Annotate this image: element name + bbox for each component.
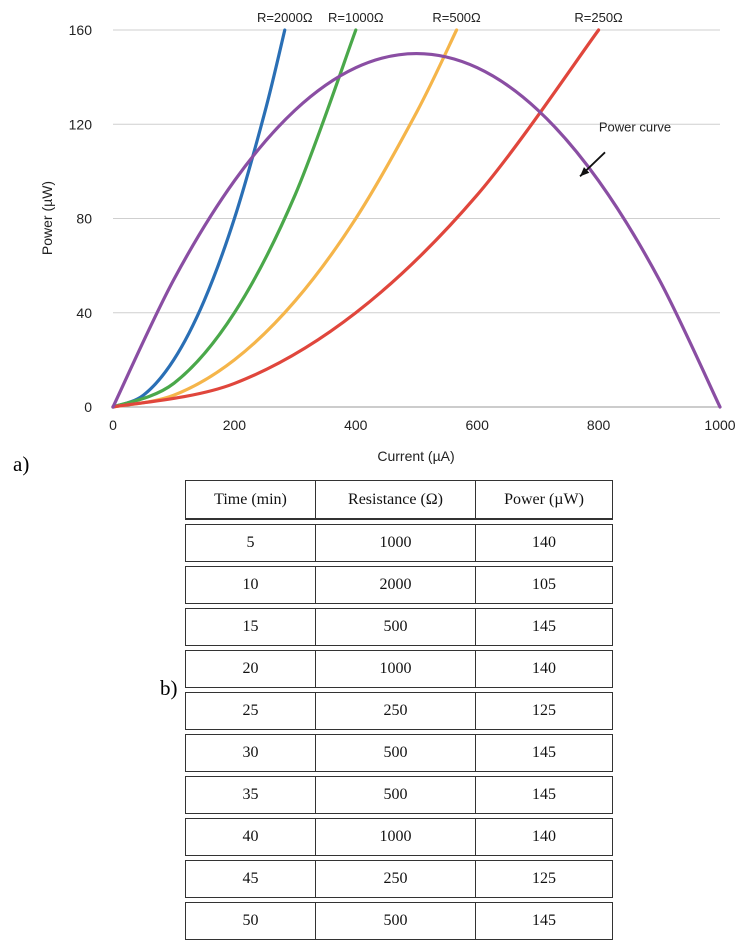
x-tick-labels: 0 200 400 600 800 1000 bbox=[109, 417, 736, 433]
table-row: 35 500 145 bbox=[185, 776, 613, 814]
table-cell: 140 bbox=[475, 818, 613, 856]
table-row: 25 250 125 bbox=[185, 692, 613, 730]
results-table-wrap: Time (min) Resistance (Ω) Power (µW) 5 10… bbox=[185, 480, 613, 940]
column-header: Time (min) bbox=[185, 480, 316, 520]
y-axis-title: Power (µW) bbox=[39, 181, 55, 255]
column-header: Resistance (Ω) bbox=[315, 480, 476, 520]
table-cell: 145 bbox=[475, 608, 613, 646]
x-tick-label: 600 bbox=[466, 417, 490, 433]
table-row: 30 500 145 bbox=[185, 734, 613, 772]
series-line-r-1000 bbox=[111, 28, 358, 409]
table-header-row: Time (min) Resistance (Ω) Power (µW) bbox=[185, 480, 613, 520]
annotation-arrowhead bbox=[580, 167, 590, 177]
series-labels: R=2000Ω R=1000Ω R=500Ω R=250Ω bbox=[257, 10, 623, 25]
y-tick-labels: 0 40 80 120 160 bbox=[69, 22, 93, 415]
panel-label-a: a) bbox=[13, 452, 30, 476]
table-cell: 145 bbox=[475, 902, 613, 940]
table-row: 10 2000 105 bbox=[185, 566, 613, 604]
series-line-r-2000 bbox=[111, 28, 287, 409]
power-current-chart: 0 40 80 120 160 0 200 400 600 800 1000 R=2000Ω R=1… bbox=[39, 10, 736, 464]
table-cell: 500 bbox=[315, 734, 476, 772]
table-cell: 35 bbox=[185, 776, 316, 814]
series-label: R=250Ω bbox=[574, 10, 623, 25]
x-tick-label: 1000 bbox=[704, 417, 735, 433]
table-cell: 2000 bbox=[315, 566, 476, 604]
table-cell: 125 bbox=[475, 692, 613, 730]
table-cell: 250 bbox=[315, 692, 476, 730]
y-tick-label: 80 bbox=[76, 211, 92, 227]
table-cell: 500 bbox=[315, 608, 476, 646]
series-line-r-500 bbox=[111, 28, 459, 409]
table-cell: 20 bbox=[185, 650, 316, 688]
table-cell: 5 bbox=[185, 524, 316, 562]
table-cell: 500 bbox=[315, 902, 476, 940]
x-tick-label: 200 bbox=[223, 417, 247, 433]
table-body: 5 1000 140 10 2000 105 15 500 145 20 1000 140 25 250 1… bbox=[185, 518, 613, 940]
table-cell: 105 bbox=[475, 566, 613, 604]
table-row: 40 1000 140 bbox=[185, 818, 613, 856]
gridlines bbox=[113, 29, 720, 408]
table-cell: 140 bbox=[475, 524, 613, 562]
series-label: R=1000Ω bbox=[328, 10, 384, 25]
series-curves bbox=[111, 28, 722, 409]
table-cell: 50 bbox=[185, 902, 316, 940]
table-row: 5 1000 140 bbox=[185, 524, 613, 562]
table-row: 20 1000 140 bbox=[185, 650, 613, 688]
annotations: Power curve bbox=[579, 119, 671, 177]
x-axis-title: Current (µA) bbox=[377, 448, 454, 464]
table-cell: 1000 bbox=[315, 524, 476, 562]
table-cell: 30 bbox=[185, 734, 316, 772]
y-tick-label: 160 bbox=[69, 22, 93, 38]
y-tick-label: 120 bbox=[69, 116, 93, 132]
table-cell: 145 bbox=[475, 734, 613, 772]
table-cell: 145 bbox=[475, 776, 613, 814]
table-cell: 25 bbox=[185, 692, 316, 730]
annotation-label: Power curve bbox=[599, 119, 671, 134]
table-row: 15 500 145 bbox=[185, 608, 613, 646]
table-cell: 500 bbox=[315, 776, 476, 814]
panel-label-b: b) bbox=[160, 676, 178, 700]
y-tick-label: 0 bbox=[84, 399, 92, 415]
column-header: Power (µW) bbox=[475, 480, 613, 520]
table-cell: 1000 bbox=[315, 818, 476, 856]
table-row: 50 500 145 bbox=[185, 902, 613, 940]
table-cell: 15 bbox=[185, 608, 316, 646]
x-tick-label: 0 bbox=[109, 417, 117, 433]
table-cell: 140 bbox=[475, 650, 613, 688]
table-cell: 40 bbox=[185, 818, 316, 856]
series-label: R=500Ω bbox=[432, 10, 481, 25]
series-label: R=2000Ω bbox=[257, 10, 313, 25]
table-cell: 1000 bbox=[315, 650, 476, 688]
series-line-r-250 bbox=[111, 28, 601, 409]
x-tick-label: 800 bbox=[587, 417, 611, 433]
y-tick-label: 40 bbox=[76, 305, 92, 321]
table-cell: 10 bbox=[185, 566, 316, 604]
series-line-power-curve bbox=[111, 51, 722, 409]
results-table: Time (min) Resistance (Ω) Power (µW) 5 10… bbox=[185, 480, 613, 940]
x-tick-label: 400 bbox=[344, 417, 368, 433]
